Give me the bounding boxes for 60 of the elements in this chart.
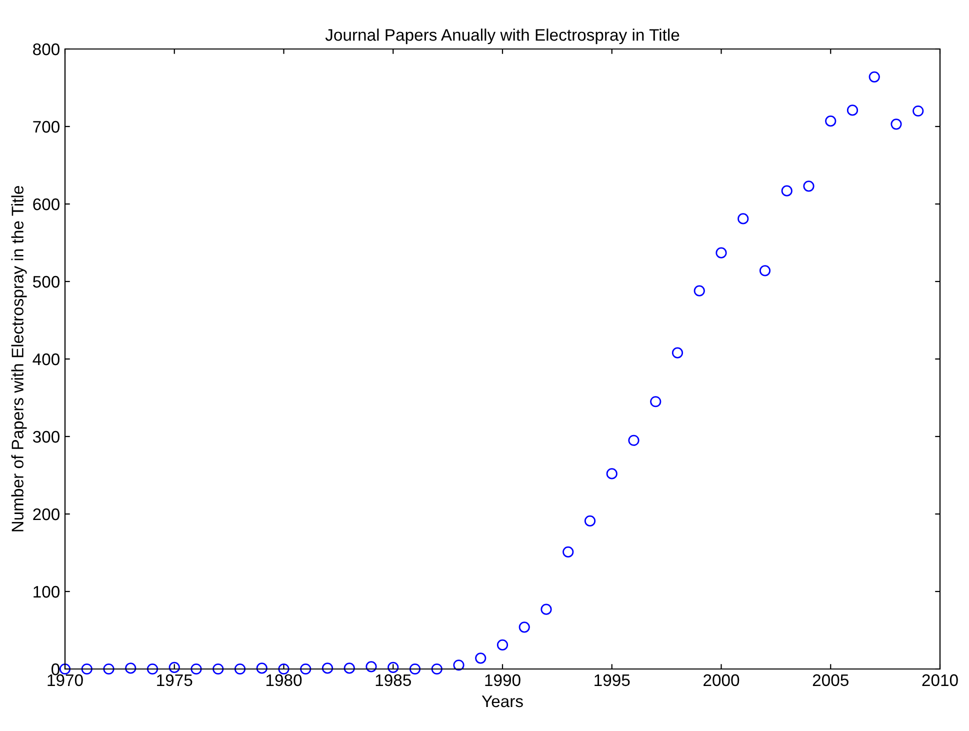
point [431,663,442,675]
point [234,663,246,675]
y-tick-label: 800 [33,43,60,56]
point [716,247,727,258]
x-tick-label: 1980 [266,674,302,686]
x-tick-label: 1975 [157,674,192,686]
point [81,663,92,675]
point [650,396,662,408]
y-tick-label: 400 [32,353,60,366]
point [300,663,312,675]
point [803,180,814,192]
y-tick-label: 100 [34,586,60,598]
point [388,662,399,674]
x-tick-label: 1995 [594,674,630,686]
y-tick-label: 0 [52,663,60,676]
point [540,604,552,615]
point [322,662,334,674]
point [190,663,202,675]
point [825,116,836,127]
point [256,662,268,674]
point [366,661,377,672]
x-tick-label: 2010 [922,674,958,686]
point [496,639,508,651]
point [694,285,705,296]
point [344,662,355,674]
x-tick-label: 2005 [812,674,848,686]
point [103,663,114,675]
point [562,546,574,558]
point [212,663,224,675]
x-axis-title: Years [482,696,523,708]
point [606,468,618,480]
x-tick-label: 1985 [376,674,411,686]
point [628,434,640,446]
y-tick-label: 700 [33,120,60,133]
x-tick-label: 1990 [485,674,520,686]
point [846,104,858,116]
point [738,213,749,224]
point [672,347,684,358]
point [409,663,421,675]
point [168,662,180,674]
point [759,265,771,276]
point [278,663,290,675]
x-tick-label: 2000 [704,674,740,686]
point [584,515,596,527]
y-tick-label: 500 [33,276,60,288]
y-axis-title: Number of Papers with Electrospray in the Title [11,186,27,532]
x-tick-label: 1970 [48,674,83,686]
point [912,105,924,117]
point [781,185,792,196]
point [146,663,158,675]
point [125,662,136,674]
point [868,71,880,82]
point [475,652,486,664]
y-tick-label: 300 [32,430,60,443]
point [890,118,902,130]
point [453,660,464,671]
y-tick-label: 200 [33,508,60,520]
chart-title: Journal Papers Anually with Electrospray in Title [325,28,680,44]
point [518,622,530,633]
y-tick-label: 600 [33,198,60,210]
